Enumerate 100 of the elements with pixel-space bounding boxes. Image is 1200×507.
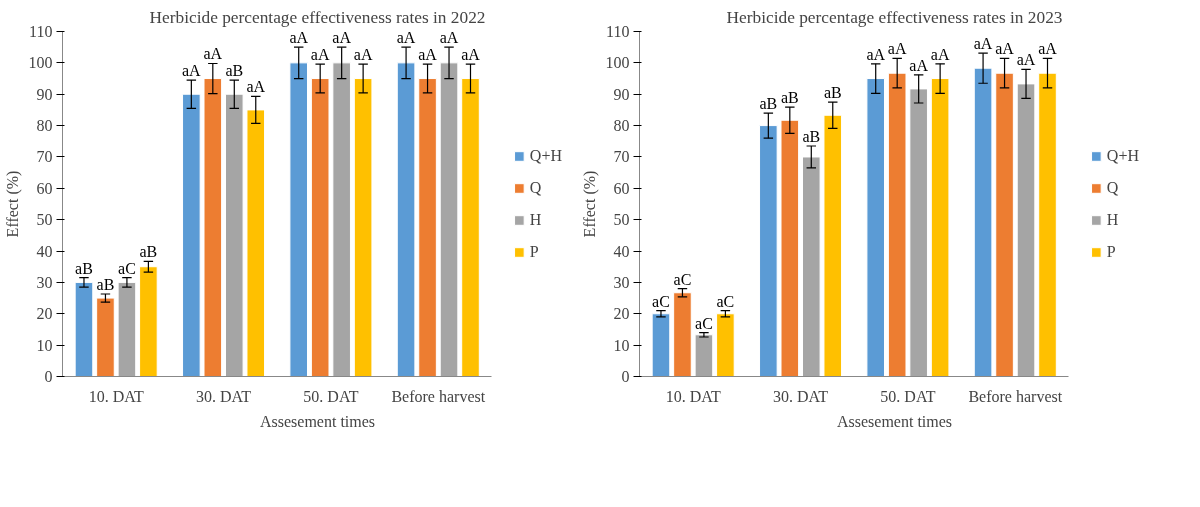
y-tick-label: 10	[36, 336, 53, 354]
data-label: aA	[182, 62, 202, 80]
data-label: aA	[289, 29, 309, 47]
y-tick-label: 30	[36, 273, 53, 291]
chart-title: Herbicide percentage effectiveness rates in 2022	[149, 7, 486, 27]
bar	[1016, 83, 1036, 377]
y-tick-label: 10	[613, 336, 630, 354]
bar	[396, 62, 416, 377]
y-tick-label: 80	[613, 117, 630, 135]
x-tick-label: 30. DAT	[196, 387, 252, 405]
y-tick-label: 100	[28, 54, 53, 72]
bar	[694, 334, 714, 377]
bar	[973, 67, 993, 377]
y-tick-label: 0	[621, 368, 630, 385]
data-label: aA	[866, 45, 886, 63]
data-label: aB	[225, 62, 244, 80]
legend-label: P	[529, 242, 540, 261]
data-label: aC	[118, 259, 136, 277]
data-label: aA	[995, 40, 1015, 58]
bar	[310, 78, 330, 377]
y-tick-label: 60	[36, 179, 53, 197]
legend-label: Q	[529, 178, 543, 197]
data-label: aA	[246, 78, 266, 96]
bar	[716, 313, 735, 377]
data-label: aA	[930, 45, 950, 63]
y-axis-title: Effect (%)	[3, 170, 22, 238]
y-tick-label: 110	[606, 23, 630, 40]
legend-label: Q+H	[1106, 146, 1139, 165]
x-tick-label: 30. DAT	[773, 387, 829, 405]
y-tick-label: 40	[613, 242, 630, 260]
bar	[439, 62, 459, 377]
data-label: aC	[652, 292, 670, 310]
x-tick-label: 50. DAT	[880, 387, 936, 405]
y-tick-label: 40	[36, 242, 53, 260]
data-label: aB	[823, 84, 842, 102]
bar	[418, 78, 437, 377]
data-label: aA	[887, 40, 907, 58]
bar	[353, 78, 373, 377]
data-label: aA	[332, 29, 352, 47]
bar	[117, 281, 137, 377]
bar	[909, 88, 928, 377]
data-label: aA	[439, 29, 459, 47]
x-tick-label: Before harvest	[968, 387, 1063, 405]
data-label: aB	[802, 127, 821, 145]
y-tick-label: 70	[36, 148, 53, 166]
bar	[461, 78, 480, 377]
y-tick-label: 0	[44, 368, 53, 385]
data-label: aA	[353, 46, 373, 64]
bar	[1038, 72, 1057, 377]
data-label: aA	[418, 46, 438, 64]
x-axis-title: Assesement times	[259, 412, 376, 430]
data-label: aB	[759, 95, 778, 113]
data-label: aB	[75, 259, 93, 277]
data-label: aA	[1038, 40, 1058, 58]
data-label: aA	[909, 56, 929, 74]
bar	[759, 125, 778, 377]
bar	[139, 266, 158, 377]
bar	[332, 62, 351, 377]
chart-title: Herbicide percentage effectiveness rates in 2023	[726, 7, 1063, 27]
bar	[673, 292, 692, 377]
bar	[866, 78, 886, 377]
data-label: aA	[461, 46, 481, 64]
bar	[887, 72, 907, 377]
legend-label: Q+H	[529, 146, 562, 165]
x-tick-label: 10. DAT	[88, 387, 144, 405]
bar	[651, 313, 671, 377]
data-label: aB	[96, 276, 115, 294]
data-label: aC	[695, 314, 713, 332]
bar	[823, 114, 843, 377]
y-tick-label: 110	[29, 23, 53, 40]
x-tick-label: Before harvest	[391, 387, 486, 405]
bar	[246, 109, 266, 377]
bar	[289, 62, 309, 377]
legend-label: Q	[1106, 178, 1120, 197]
y-tick-label: 70	[613, 148, 630, 166]
bar	[780, 119, 800, 377]
bar	[96, 297, 115, 377]
y-tick-label: 100	[605, 54, 630, 72]
bar	[224, 93, 244, 377]
x-axis-title: Assesement times	[836, 412, 953, 430]
bar	[930, 78, 950, 377]
data-label: aA	[1016, 51, 1036, 69]
y-tick-label: 60	[613, 179, 630, 197]
y-tick-label: 80	[36, 117, 53, 135]
y-axis-title: Effect (%)	[580, 170, 599, 238]
y-tick-label: 50	[613, 211, 630, 229]
legend-label: P	[1106, 242, 1117, 261]
y-tick-label: 20	[613, 305, 630, 323]
legend-label: H	[1106, 210, 1120, 229]
data-label: aA	[203, 45, 223, 63]
y-tick-label: 90	[613, 85, 630, 103]
bar	[74, 281, 94, 377]
data-label: aA	[973, 35, 993, 53]
bar	[995, 72, 1014, 377]
bar	[801, 156, 821, 377]
x-tick-label: 50. DAT	[303, 387, 359, 405]
data-label: aB	[780, 89, 799, 107]
y-tick-label: 90	[36, 85, 53, 103]
data-label: aB	[139, 243, 158, 261]
data-label: aA	[310, 46, 330, 64]
